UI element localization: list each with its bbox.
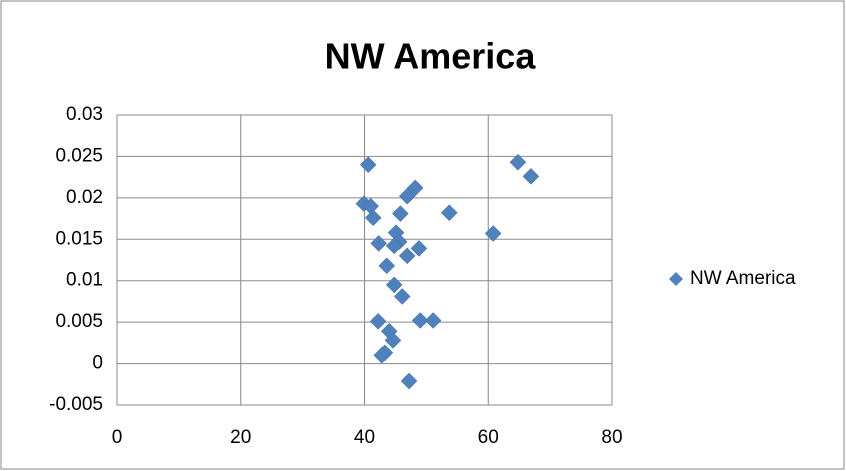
y-tick-label: 0.025 bbox=[55, 145, 103, 166]
point bbox=[400, 372, 418, 390]
legend-marker bbox=[669, 272, 683, 286]
x-tick-label: 60 bbox=[478, 427, 499, 448]
point bbox=[410, 240, 428, 257]
y-tick-label: 0.005 bbox=[55, 311, 103, 332]
chart-title: NW America bbox=[325, 36, 537, 77]
x-tick-label: 0 bbox=[112, 427, 123, 448]
point bbox=[384, 332, 402, 349]
x-tick-label: 80 bbox=[601, 427, 622, 448]
point bbox=[370, 235, 388, 252]
point bbox=[398, 187, 416, 205]
point bbox=[440, 204, 458, 222]
point bbox=[398, 247, 416, 265]
point bbox=[385, 276, 403, 294]
legend-label: NW America bbox=[690, 268, 796, 289]
point bbox=[378, 257, 396, 275]
point bbox=[484, 225, 502, 242]
point bbox=[392, 205, 409, 222]
point bbox=[359, 156, 377, 174]
point bbox=[385, 237, 403, 255]
y-tick-label: -0.005 bbox=[49, 394, 103, 415]
point bbox=[393, 288, 411, 305]
y-tick-label: 0.01 bbox=[66, 270, 103, 291]
x-tick-label: 20 bbox=[230, 427, 251, 448]
x-tick-label: 40 bbox=[354, 427, 375, 448]
y-tick-label: 0.015 bbox=[55, 228, 103, 249]
point bbox=[411, 312, 429, 329]
point bbox=[509, 153, 527, 171]
y-tick-label: 0 bbox=[92, 353, 103, 374]
y-tick-label: 0.03 bbox=[66, 104, 103, 125]
point bbox=[522, 167, 540, 185]
point bbox=[369, 312, 387, 330]
point bbox=[424, 312, 442, 329]
point bbox=[373, 346, 391, 364]
point bbox=[364, 209, 382, 227]
y-tick-label: 0.02 bbox=[66, 187, 103, 208]
